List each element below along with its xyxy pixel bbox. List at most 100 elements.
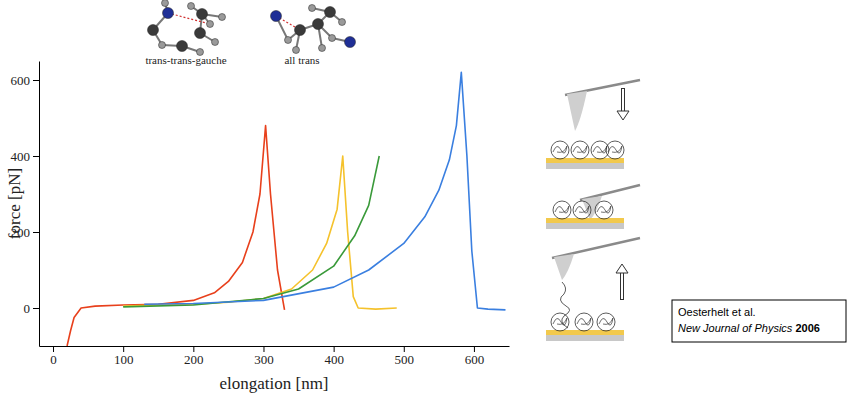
atom [345,37,356,48]
arrow-shaft-inner [621,272,623,299]
atom [293,47,300,54]
atom [219,14,226,21]
figure: 01002003004005006000200400600elongation … [0,0,856,399]
atom [295,25,306,36]
atom [177,41,188,52]
protein [551,313,569,331]
protein [553,201,571,219]
tick: 100 [114,346,134,367]
annotation: trans-trans-gauche [145,54,226,66]
protein [595,201,613,219]
tick-mark [193,346,194,352]
protein-fold [599,318,613,325]
x-axis-title: elongation [nm] [219,374,328,393]
arrow-shaft [620,272,624,300]
atom [319,45,326,52]
force-curve [67,126,284,346]
citation: Oesterhelt et al. New Journal of Physics … [672,300,846,342]
citation-journal: New Journal of Physics [678,322,793,334]
afm-schematic [546,80,640,341]
atom [163,8,174,19]
substrate [546,223,624,229]
protein [573,201,591,219]
tick-mark [33,308,39,309]
atom [188,3,195,10]
substrate [546,335,624,341]
tick-mark [334,346,335,352]
citation-box [672,300,846,342]
protein [571,141,589,159]
protein-fold [577,318,591,325]
protein-fold [597,206,611,213]
protein-fold [593,146,607,153]
molecule-ttg [148,0,226,56]
citation-authors: Oesterhelt et al. [678,306,756,318]
atom [212,39,219,46]
protein-fold [573,146,587,153]
atom [197,9,208,20]
atom [207,21,214,28]
atom [271,11,282,22]
protein-fold [553,146,567,153]
citation-source: New Journal of Physics 2006 [678,322,820,334]
protein [575,313,593,331]
protein [606,141,624,159]
atom [195,28,206,39]
atom [159,42,166,49]
atom [313,19,324,30]
protein [597,313,615,331]
protein-fold [555,206,569,213]
atom [162,0,169,7]
tick-label: 0 [24,301,31,316]
tick-mark [33,232,39,233]
tick: 400 [324,346,344,367]
tick-label: 400 [324,352,344,367]
arrow-shaft [621,88,625,112]
tick-mark [123,346,124,352]
arrow-head [616,264,628,273]
tick: 600 [11,73,40,88]
tick-label: 0 [50,352,57,367]
atom [309,5,316,12]
substrate [546,163,624,169]
atom [339,19,346,26]
tip [554,254,574,280]
atom [329,35,336,42]
tick: 0 [50,346,57,367]
tick-label: 600 [465,352,485,367]
y-axis-title: force [pN] [5,168,24,239]
tick-label: 300 [254,352,274,367]
tip [567,91,587,131]
protein [551,141,569,159]
tick-mark [33,156,39,157]
molecule-all-trans [271,5,356,54]
arrow-head [617,111,629,120]
axis-line [39,62,40,347]
tick: 200 [184,346,204,367]
tick-label: 100 [114,352,134,367]
lines [67,72,505,346]
atom [325,7,336,18]
force-curve [123,156,397,309]
tick-label: 400 [11,149,31,164]
tick: 0 [24,301,40,316]
tick-label: 200 [184,352,204,367]
axis-line [40,346,510,347]
atom [285,37,292,44]
tick-label: 600 [11,73,31,88]
atom [148,25,159,36]
tick-mark [404,346,405,352]
tick: 300 [254,346,274,367]
tick-mark [33,80,39,81]
tick-mark [474,346,475,352]
cantilever [552,238,640,258]
protein-fold [575,206,589,213]
force-curve [144,72,505,310]
annotation: all trans [284,54,319,66]
tick-mark [263,346,264,352]
x-axis: 0 100 200 300 400 500 600 [40,346,510,367]
arrow-shaft-inner [622,89,624,112]
tick: 500 [395,346,415,367]
protein-fold [608,146,622,153]
cantilever [580,185,640,200]
